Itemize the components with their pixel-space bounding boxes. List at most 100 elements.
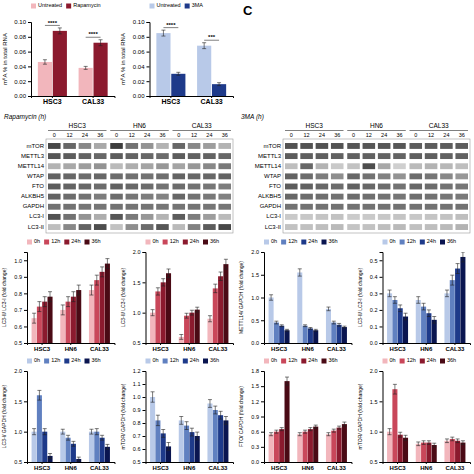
band (188, 214, 201, 220)
plot-area: 0.51.01.52.0HSC3HN6CAL33 (370, 368, 471, 474)
x-tick-label: HN6 (183, 346, 196, 352)
band (316, 153, 329, 159)
band (126, 173, 139, 179)
y-tick: 0.02 (133, 79, 150, 85)
band (363, 163, 376, 169)
band (331, 143, 344, 149)
band (110, 224, 123, 230)
error-bar (161, 279, 165, 286)
y-tick-label: 0.4 (370, 274, 378, 280)
band (63, 214, 76, 220)
error-bar (43, 297, 47, 307)
y-axis: 0.50.60.70.80.91.0 (14, 253, 27, 347)
bar (207, 319, 212, 343)
legend-label: Untreated (157, 2, 181, 8)
error-bar (105, 444, 109, 449)
legend: UntreatedRapamycin (31, 2, 101, 8)
y-tick-mark (261, 320, 264, 321)
y-axis-title: FTO/ CAPDH (fold change) (238, 386, 244, 447)
y-tick: 1.0 (14, 429, 27, 435)
bar (279, 429, 284, 462)
legend-item: 24h (301, 238, 317, 244)
bar (184, 426, 189, 462)
band (48, 214, 61, 220)
legend-label: 24h (71, 357, 80, 363)
y-tick-mark (28, 37, 31, 38)
band (440, 194, 453, 200)
y-tick: 0.5 (251, 318, 264, 324)
band (285, 163, 298, 169)
y-axis: 0.50.60.70.80.91.01.11.2 (133, 368, 146, 465)
band (331, 204, 344, 210)
legend-item: 12h (163, 238, 179, 244)
band (63, 163, 76, 169)
legend-label: 12h (288, 238, 297, 244)
x-tick-mark (189, 343, 190, 345)
group-label: HN6 (370, 122, 383, 129)
y-axis-line (380, 372, 384, 463)
x-tick-mark (454, 343, 455, 345)
error-bar (89, 285, 93, 295)
error-bar (156, 415, 160, 425)
band (409, 173, 422, 179)
y-tick-label: 2.0 (370, 368, 378, 374)
error-bar (445, 439, 449, 443)
y-tick-label: 0.04 (133, 64, 145, 70)
legend-label: 24h (71, 238, 80, 244)
bar (337, 325, 342, 343)
blot-border (283, 139, 470, 233)
band (378, 163, 391, 169)
error-bar (58, 28, 62, 34)
x-axis: HSC3HN6CAL33 (265, 343, 353, 352)
error-bar (445, 290, 449, 297)
error-bar (427, 310, 431, 317)
y-tick-mark (261, 386, 264, 387)
x-tick: HN6 (183, 343, 196, 352)
bar (161, 282, 166, 343)
y-tick: 2.0 (251, 249, 264, 255)
bar (223, 420, 228, 462)
x-tick-label: CAL33 (327, 465, 347, 471)
error-bar (219, 411, 223, 419)
legend-swatch (440, 359, 445, 364)
x-tick-label: CAL33 (445, 346, 465, 352)
band (347, 214, 360, 220)
error-bar (84, 66, 88, 69)
band (141, 194, 154, 200)
band (110, 204, 123, 210)
bar (155, 291, 160, 343)
error-bar (337, 426, 341, 429)
error-bar (314, 425, 318, 428)
y-tick: 0.4 (370, 274, 383, 280)
y-tick-label: 0.5 (133, 340, 141, 346)
error-bar (326, 307, 330, 311)
x-tick: CAL33 (90, 462, 110, 471)
band (156, 184, 169, 190)
bar (32, 432, 37, 462)
legend-item: 36h (203, 238, 219, 244)
y-tick: 0.6 (14, 324, 27, 330)
x-tick: HSC3 (162, 96, 181, 105)
band (285, 184, 298, 190)
band (409, 214, 422, 220)
band (455, 184, 468, 190)
band (425, 143, 438, 149)
error-bar (151, 310, 155, 316)
legend-swatch (400, 359, 405, 364)
y-tick-label: 1.0 (14, 429, 22, 435)
timepoint-label: 24 (82, 132, 88, 138)
y-tick: 0.02 (14, 79, 31, 85)
legend-item: 12h (44, 357, 60, 363)
band (409, 143, 422, 149)
band (363, 143, 376, 149)
band (347, 194, 360, 200)
band (126, 224, 139, 230)
band (331, 214, 344, 220)
error-bar (208, 316, 212, 322)
plot-area: 0.50.60.70.80.91.01.11.2HSC3HN6CAL33 (133, 368, 234, 474)
band (63, 184, 76, 190)
band (378, 184, 391, 190)
bar (392, 300, 397, 343)
band (300, 143, 313, 149)
error-bar (37, 302, 41, 312)
